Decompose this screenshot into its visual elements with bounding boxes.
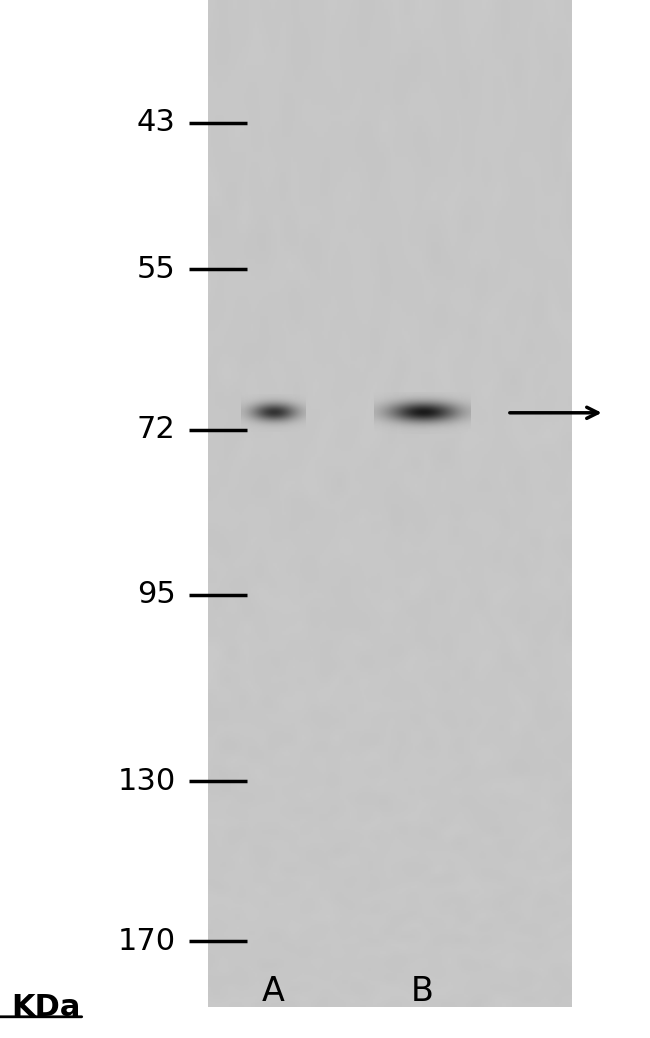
- Text: 43: 43: [136, 108, 176, 137]
- Text: A: A: [261, 975, 285, 1008]
- Text: 170: 170: [118, 927, 176, 956]
- Text: 72: 72: [136, 415, 176, 444]
- Text: B: B: [411, 975, 434, 1008]
- Text: 130: 130: [117, 767, 176, 796]
- Text: 95: 95: [136, 580, 176, 609]
- Text: KDa: KDa: [11, 993, 80, 1022]
- Text: 55: 55: [136, 254, 176, 283]
